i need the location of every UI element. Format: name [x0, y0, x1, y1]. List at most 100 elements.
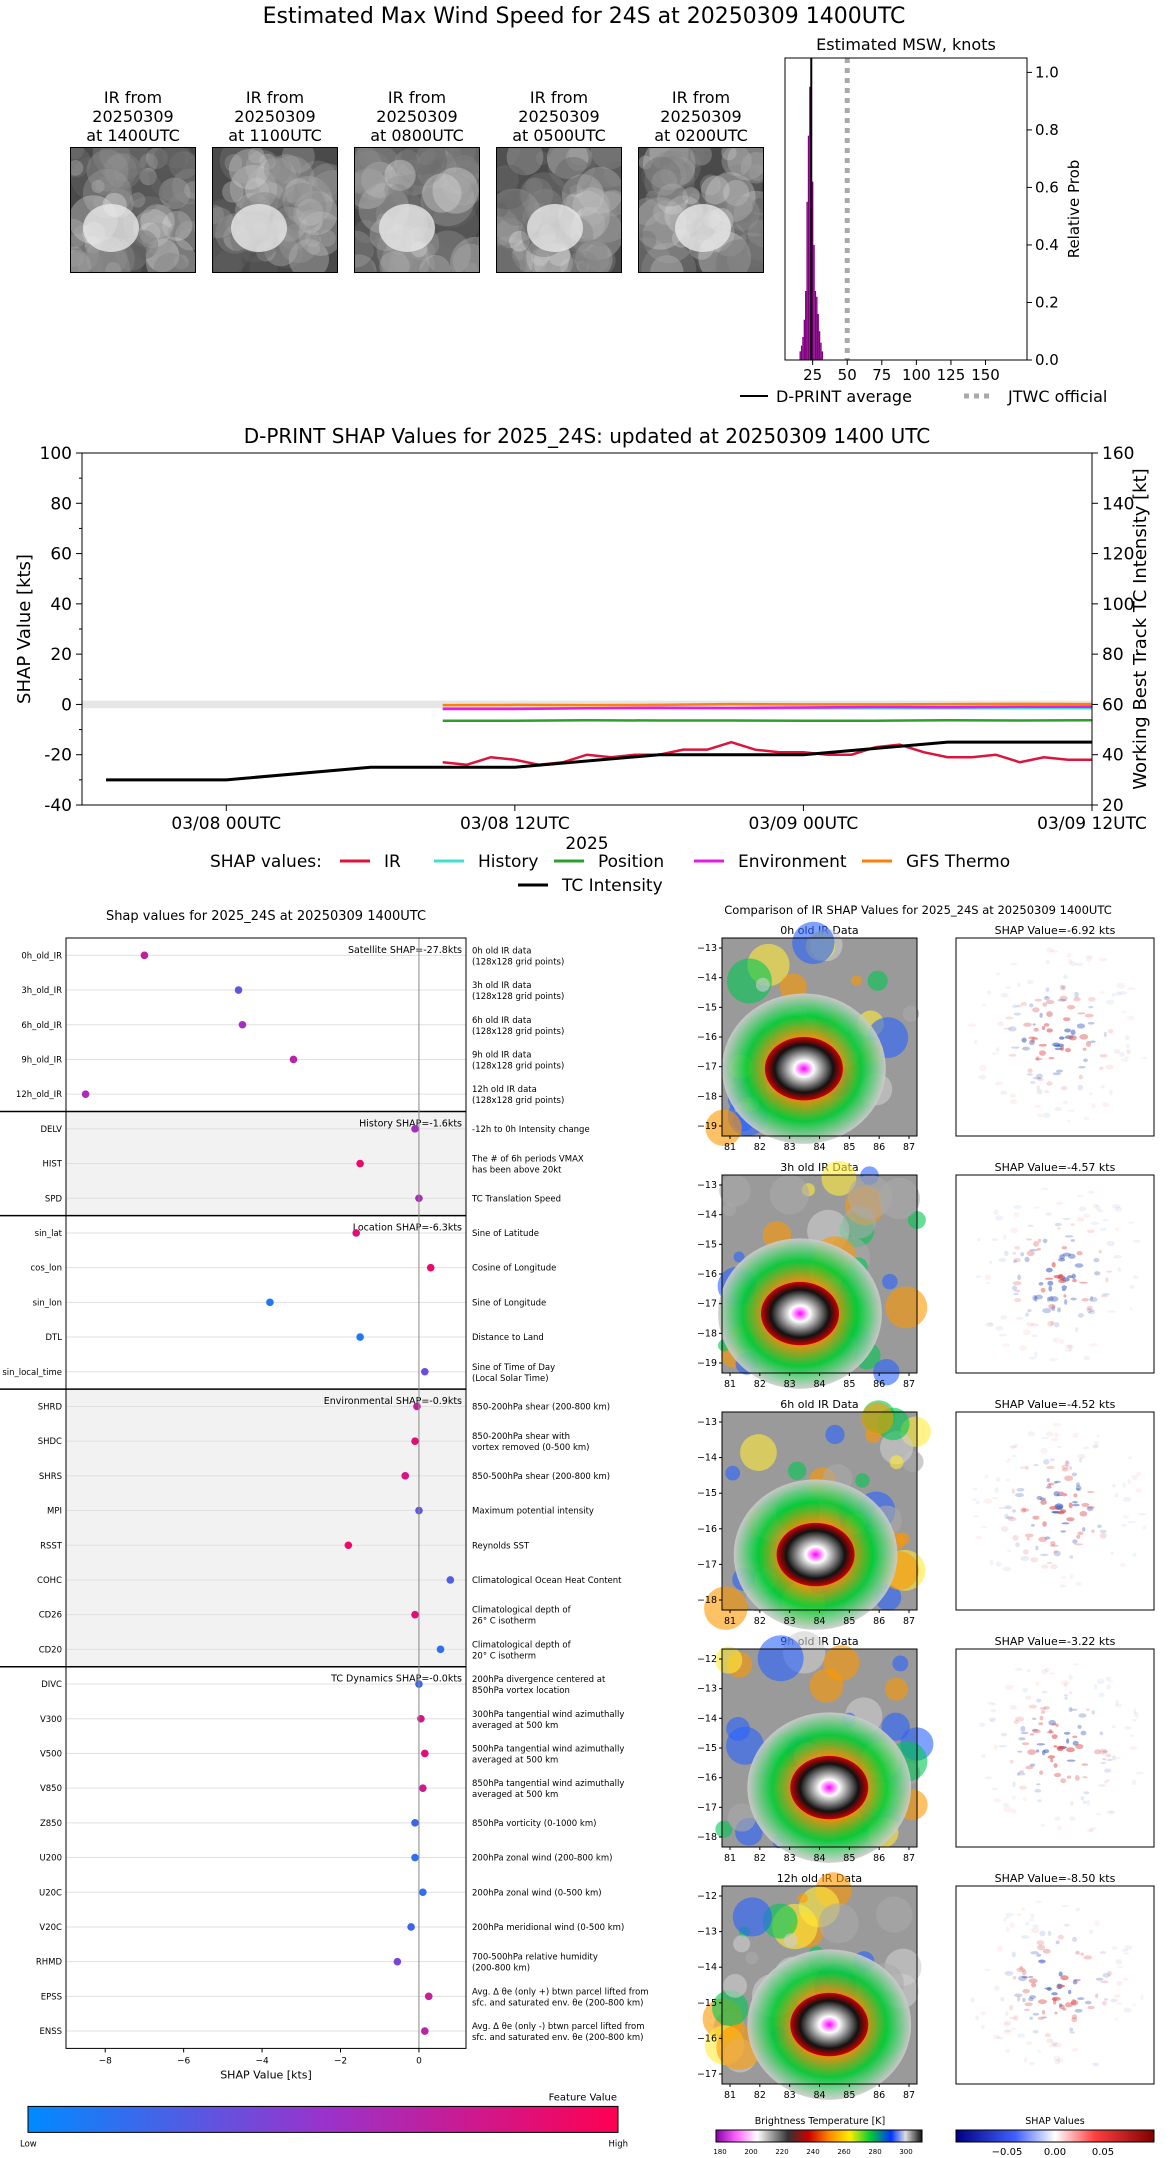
feature-description: Maximum potential intensity [472, 1507, 594, 1517]
series-line-position [442, 719, 1093, 723]
thumb-cloud [379, 251, 410, 272]
shap-pixel-blob [1048, 2043, 1056, 2048]
thumb-cloud [547, 148, 596, 189]
shap-pixel-blob [1091, 1444, 1100, 1448]
shap-pixel-blob [1102, 1972, 1111, 1978]
histogram-xtick-label: 75 [872, 366, 891, 384]
shap-pixel-blob [1025, 1465, 1029, 1470]
shap-pixel-blob [1091, 2062, 1099, 2066]
thumb-cloud [388, 183, 409, 205]
shap-pixel-blob [1098, 1066, 1104, 1071]
shap-pixel-blob [1078, 1074, 1083, 1080]
shap-pixel-blob [1053, 1274, 1062, 1279]
shap-pixel-blob [998, 1506, 1006, 1510]
thumb-cloud [252, 187, 271, 206]
shap-pixel-blob [1099, 1532, 1107, 1539]
shap-pixel-blob [1047, 1320, 1054, 1327]
shap-pixel-blob [1122, 1515, 1129, 1519]
ir-thumbnail-label-line: at 1100UTC [228, 126, 322, 145]
shap-pixel-blob [1077, 1313, 1084, 1318]
shap-pixel-blob [1095, 1977, 1104, 1981]
shap-pixel-blob [1086, 1307, 1092, 1314]
shap-pixel-blob [1004, 2020, 1012, 2026]
shap-pixel-blob [1045, 996, 1049, 999]
ir-xtick-label: 83 [784, 1142, 796, 1153]
shap-pixel-blob [980, 2011, 986, 2016]
thumb-cloud [659, 148, 701, 188]
shap-pixel-blob [1070, 1239, 1075, 1242]
timeseries-title: D-PRINT SHAP Values for 2025_24S: update… [244, 424, 931, 448]
shap-pixel-blob [1091, 1103, 1096, 1109]
thumb-cloud [497, 202, 508, 217]
shap-pixel-blob [1015, 1289, 1021, 1293]
ir-ytick-label: −17 [697, 1062, 717, 1073]
shap-pixel-blob [1074, 1775, 1080, 1781]
msw-histogram-chart: Estimated MSW, knots 25 50 75 100 125 150 0.0 0.… [740, 35, 1107, 406]
thumb-cloud [549, 246, 588, 272]
feature-group-label: TC Dynamics SHAP=-0.0kts [330, 1674, 462, 1685]
histogram-ytick-label: 0.8 [1035, 121, 1059, 139]
histogram-ytick-label: 0.2 [1035, 293, 1059, 311]
shap-pixel-blob [1051, 2041, 1058, 2046]
thumb-cloud [560, 258, 580, 272]
ir-ytick-label: −13 [697, 943, 717, 954]
shap-pixel-blob [1086, 1828, 1095, 1832]
ir-cloud-blob [884, 1677, 908, 1701]
shap-pixel-blob [1114, 1703, 1123, 1708]
ir-storm-core [790, 1992, 869, 2057]
ir-thumbnail-label: IR from 20250309 at 1100UTC [202, 88, 348, 145]
thumb-cloud [271, 236, 304, 269]
shap-pixel-blob [1029, 1763, 1036, 1767]
histogram-title: Estimated MSW, knots [816, 35, 996, 54]
shap-pixel-blob [1107, 1310, 1116, 1313]
ir-xtick-label: 87 [903, 2090, 915, 2101]
thumb-cloud [509, 230, 530, 252]
ir-cloud-blob [855, 1473, 870, 1488]
shap-pixel-blob [1068, 1674, 1073, 1680]
shap-pixel-blob [1083, 1116, 1090, 1121]
thumb-cloud [700, 174, 721, 196]
thumb-cloud [535, 151, 550, 165]
feature-description: Climatological Ocean Heat Content [472, 1576, 622, 1586]
feature-value-colorbar [27, 2105, 619, 2133]
shap-pixel-blob [1010, 2027, 1016, 2031]
thumb-cloud [392, 251, 414, 272]
shap-pixel-blob [1136, 1471, 1141, 1477]
shap-pixel-blob [1011, 1951, 1016, 1958]
shap-pixel-blob [1086, 1229, 1095, 1234]
shap-pixel-blob [1035, 1749, 1040, 1753]
shap-pixel-blob [1078, 1206, 1087, 1212]
shap-timeseries-chart: D-PRINT SHAP Values for 2025_24S: update… [14, 424, 1151, 895]
shap-pixel-blob [1052, 1072, 1061, 1076]
shap-pixel-blob [1051, 1262, 1056, 1268]
shap-pixel-blob [986, 990, 992, 995]
shap-pixel-blob [1083, 1355, 1090, 1361]
feature-description: averaged at 500 km [472, 1790, 558, 1800]
ir-thumbnail-image [638, 147, 764, 273]
shap-pixel-blob [1016, 1772, 1021, 1777]
thumb-cloud [588, 148, 621, 188]
shap-pixel-blob [1021, 1975, 1028, 1979]
thumb-cloud [293, 190, 337, 236]
shap-pixel-blob [1058, 1279, 1066, 1284]
shap-pixel-blob [1021, 1976, 1031, 1979]
shap-pixel-blob [1036, 1953, 1042, 1957]
shap-pixel-blob [1120, 1058, 1129, 1062]
thumb-cloud [145, 236, 195, 272]
shap-pixel-blob [1048, 1285, 1053, 1292]
ir-cloud-blob [715, 1646, 743, 1674]
shap-pixel-blob [1068, 1502, 1073, 1509]
shap-pixel-blob [1076, 1217, 1085, 1222]
shap-pixel-blob [1039, 1706, 1047, 1711]
thumb-cloud [717, 164, 762, 210]
shap-pixel-blob [1074, 1543, 1083, 1546]
shap-pixel-blob [1053, 1550, 1058, 1554]
shap-pixel-blob [1064, 1475, 1074, 1482]
shap-pixel-blob [1005, 1016, 1014, 1020]
shap-pixel-blob [1044, 1277, 1054, 1280]
feature-description: (128x128 grid points) [472, 1061, 564, 1071]
thumb-cloud [146, 148, 168, 169]
shap-pixel-blob [1078, 1713, 1087, 1718]
shap-pixel-blob [1063, 974, 1068, 980]
ir-thumbnail-image [354, 147, 480, 273]
